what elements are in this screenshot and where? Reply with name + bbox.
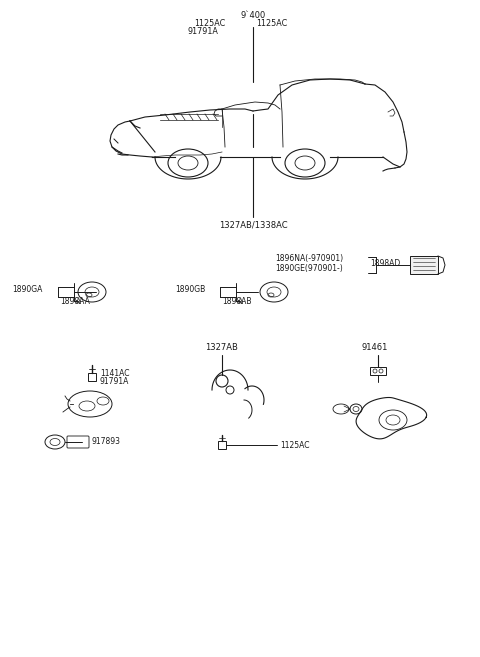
- Text: 1327AB: 1327AB: [205, 342, 239, 351]
- Text: 91461: 91461: [362, 342, 388, 351]
- Text: 1898AA: 1898AA: [60, 298, 90, 307]
- Text: 1327AB/1338AC: 1327AB/1338AC: [219, 221, 288, 229]
- FancyBboxPatch shape: [67, 436, 89, 448]
- Text: 1141AC: 1141AC: [100, 369, 130, 378]
- Text: 1125AC: 1125AC: [194, 18, 225, 28]
- Text: 9`400: 9`400: [240, 11, 265, 20]
- Text: 1890GE(970901-): 1890GE(970901-): [275, 265, 343, 273]
- Bar: [88, 373, 96, 381]
- FancyBboxPatch shape: [410, 256, 438, 274]
- Text: 1125AC: 1125AC: [280, 440, 310, 449]
- Text: 1890GB: 1890GB: [175, 284, 205, 294]
- Text: 1125AC: 1125AC: [256, 18, 287, 28]
- Text: 91791A: 91791A: [100, 376, 130, 386]
- Text: 91791A: 91791A: [187, 26, 218, 35]
- Text: 917893: 917893: [92, 438, 121, 447]
- Text: 1890GA: 1890GA: [12, 284, 42, 294]
- Bar: [370, 367, 386, 375]
- Text: 1898AD: 1898AD: [370, 260, 400, 269]
- Bar: [218, 441, 226, 449]
- Text: 1898AB: 1898AB: [222, 298, 252, 307]
- Text: 1896NA(-970901): 1896NA(-970901): [275, 254, 343, 263]
